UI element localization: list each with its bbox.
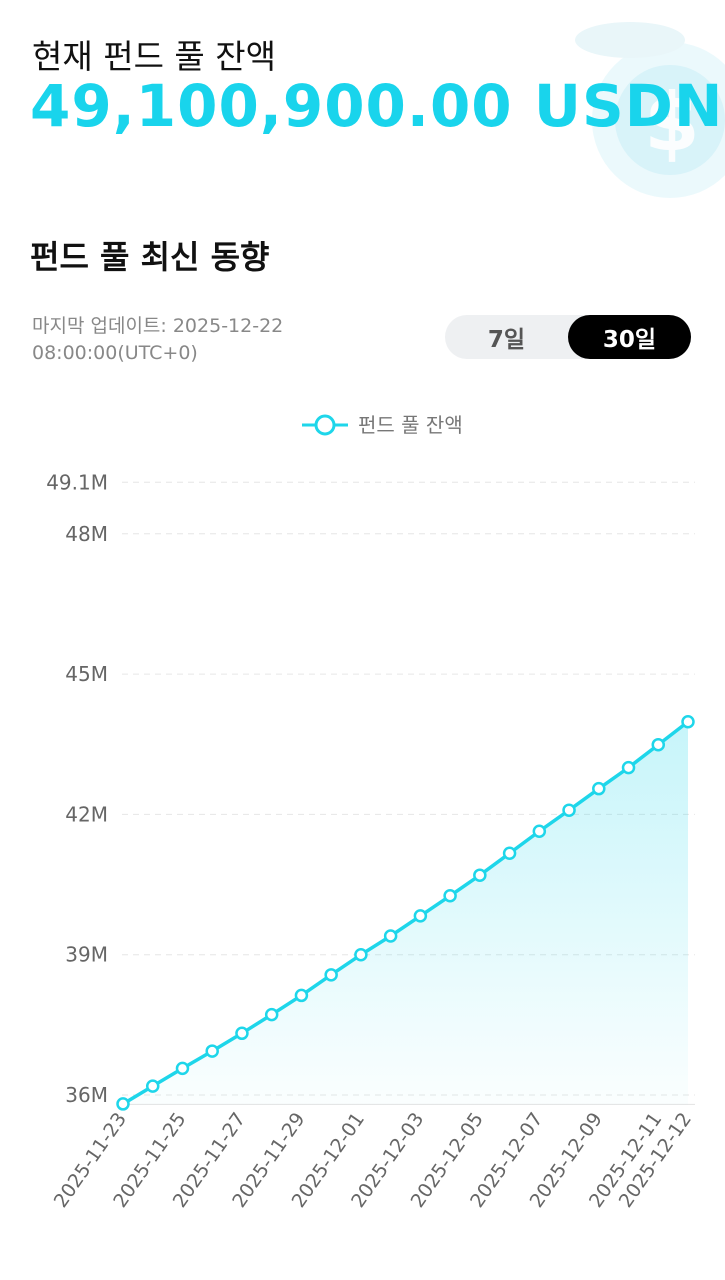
- point: [502, 846, 517, 860]
- y-tick-label: 45M: [65, 662, 108, 686]
- point: [175, 1061, 190, 1076]
- balance: 49,100,900.00 USDN: [30, 72, 724, 140]
- point: [116, 1097, 130, 1111]
- point: [621, 760, 636, 775]
- point: [473, 868, 487, 882]
- point: [145, 1079, 160, 1093]
- point: [651, 737, 666, 752]
- page-title: 현재 펀드 풀 잔액: [32, 37, 276, 76]
- y-tick-label: 42M: [65, 802, 108, 826]
- y-tick-label: 48M: [65, 522, 108, 546]
- point: [383, 929, 398, 943]
- point: [324, 968, 338, 982]
- y-tick-label: 36M: [65, 1083, 108, 1107]
- point: [562, 803, 576, 817]
- point: [413, 909, 428, 923]
- point: [592, 781, 606, 796]
- point: [205, 1044, 219, 1058]
- point: [264, 1007, 279, 1022]
- tab[interactable]: 7일: [487, 327, 526, 353]
- range-tabs: 7일 30일: [445, 315, 691, 359]
- updated-time: 08:00:00(UTC+0): [32, 342, 198, 364]
- coin-decoration: $: [575, 22, 725, 198]
- point: [235, 1026, 249, 1041]
- updated-time: 마지막 업데이트: 2025-12-22: [32, 315, 284, 337]
- point: [443, 889, 457, 903]
- y-tick-label: 39M: [65, 943, 108, 967]
- tab[interactable]: 30일: [568, 315, 691, 359]
- point: [294, 988, 309, 1003]
- legend-marker: [314, 414, 336, 436]
- y-tick-label: 49.1M: [46, 470, 108, 494]
- point: [354, 947, 368, 962]
- point: [681, 715, 695, 729]
- point: [532, 824, 547, 838]
- svg-text:$: $: [644, 76, 700, 169]
- section-title: 펀드 풀 최신 동향: [30, 238, 270, 276]
- legend-label: 펀드 풀 잔액: [358, 413, 463, 437]
- chart: 펀드 풀 잔액36M39M42M45M48M49.1M2025-11-23202…: [46, 413, 696, 1212]
- area: [123, 721, 688, 1105]
